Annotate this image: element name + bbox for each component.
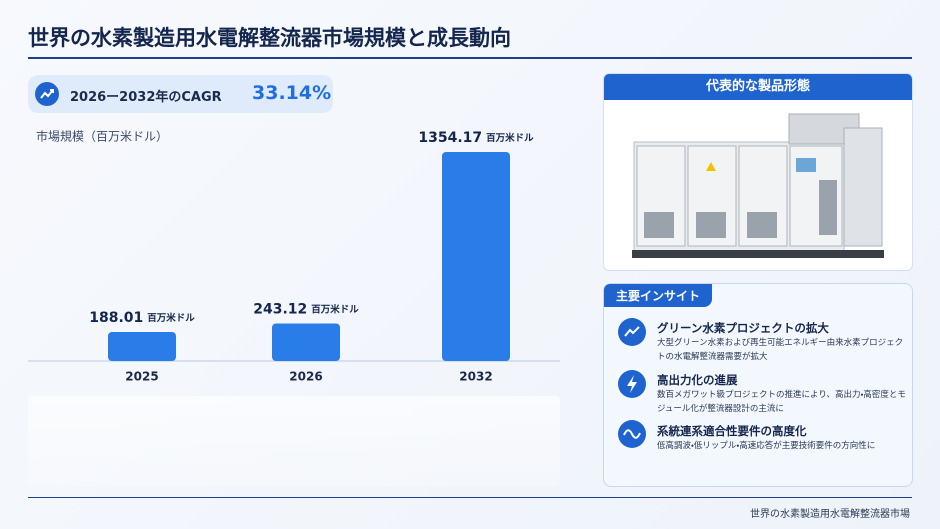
insights-panel: 主要インサイト グリーン水素プロジェクトの拡大 大型グリーン水素および再生可能エ… <box>603 283 913 487</box>
insight-description: 数百メガワット級プロジェクトの推進により、高出力・高密度とモジュール化が整流器設… <box>657 390 906 414</box>
footer-rule <box>28 497 912 498</box>
value-unit: 百万米ドル <box>311 303 359 315</box>
insight-title: グリーン水素プロジェクトの拡大 <box>657 321 829 335</box>
insight-icon <box>618 420 646 448</box>
cagr-label: 2026ー2032年のCAGR <box>70 90 222 105</box>
insight-title: 系統連系適合性要件の高度化 <box>657 424 807 438</box>
product-image <box>632 113 884 258</box>
value-label: 1354.17 百万米ドル <box>418 130 534 146</box>
bar <box>108 331 176 361</box>
bar <box>272 323 340 361</box>
x-tick-label: 2026 <box>289 370 322 384</box>
value-number: 188.01 <box>89 310 143 326</box>
product-title: 代表的な製品形態 <box>604 74 912 100</box>
value-label: 188.01 百万米ドル <box>89 310 195 326</box>
insight-title: 高出力化の進展 <box>657 373 738 387</box>
value-number: 243.12 <box>253 301 307 317</box>
insight-description: 低高調波・低リップル・高速応答が主要技術要件の方向性に <box>657 441 876 451</box>
page-title: 世界の水素製造用水電解整流器市場規模と成長動向 <box>28 26 511 50</box>
x-tick-label: 2025 <box>125 370 158 384</box>
y-axis-label: 市場規模（百万米ドル） <box>36 129 168 144</box>
product-panel: 代表的な製品形態 <box>603 73 913 271</box>
chart: 市場規模（百万米ドル） 2025 188.01 百万米ドル 2026 243.12 百万米… <box>28 129 560 384</box>
panel-fade <box>28 396 560 486</box>
title-rule <box>28 57 912 59</box>
insight-icon <box>618 318 646 346</box>
cagr-icon <box>35 82 59 106</box>
value-unit: 百万米ドル <box>486 132 534 144</box>
footer-text: 世界の水素製造用水電解整流器市場 <box>750 509 910 520</box>
value-unit: 百万米ドル <box>147 311 195 323</box>
value-number: 1354.17 <box>418 130 482 146</box>
bar <box>442 152 510 361</box>
value-label: 243.12 百万米ドル <box>253 301 359 317</box>
insights-title: 主要インサイト <box>604 284 713 307</box>
insight-description: 大型グリーン水素および再生可能エネルギー由来水素プロジェクトの水電解整流器需要が… <box>657 338 904 362</box>
x-tick-label: 2032 <box>459 370 492 384</box>
insight-icon <box>618 370 646 398</box>
cagr-value: 33.14% <box>252 82 332 104</box>
cagr-box: 2026ー2032年のCAGR 33.14% <box>28 75 333 113</box>
